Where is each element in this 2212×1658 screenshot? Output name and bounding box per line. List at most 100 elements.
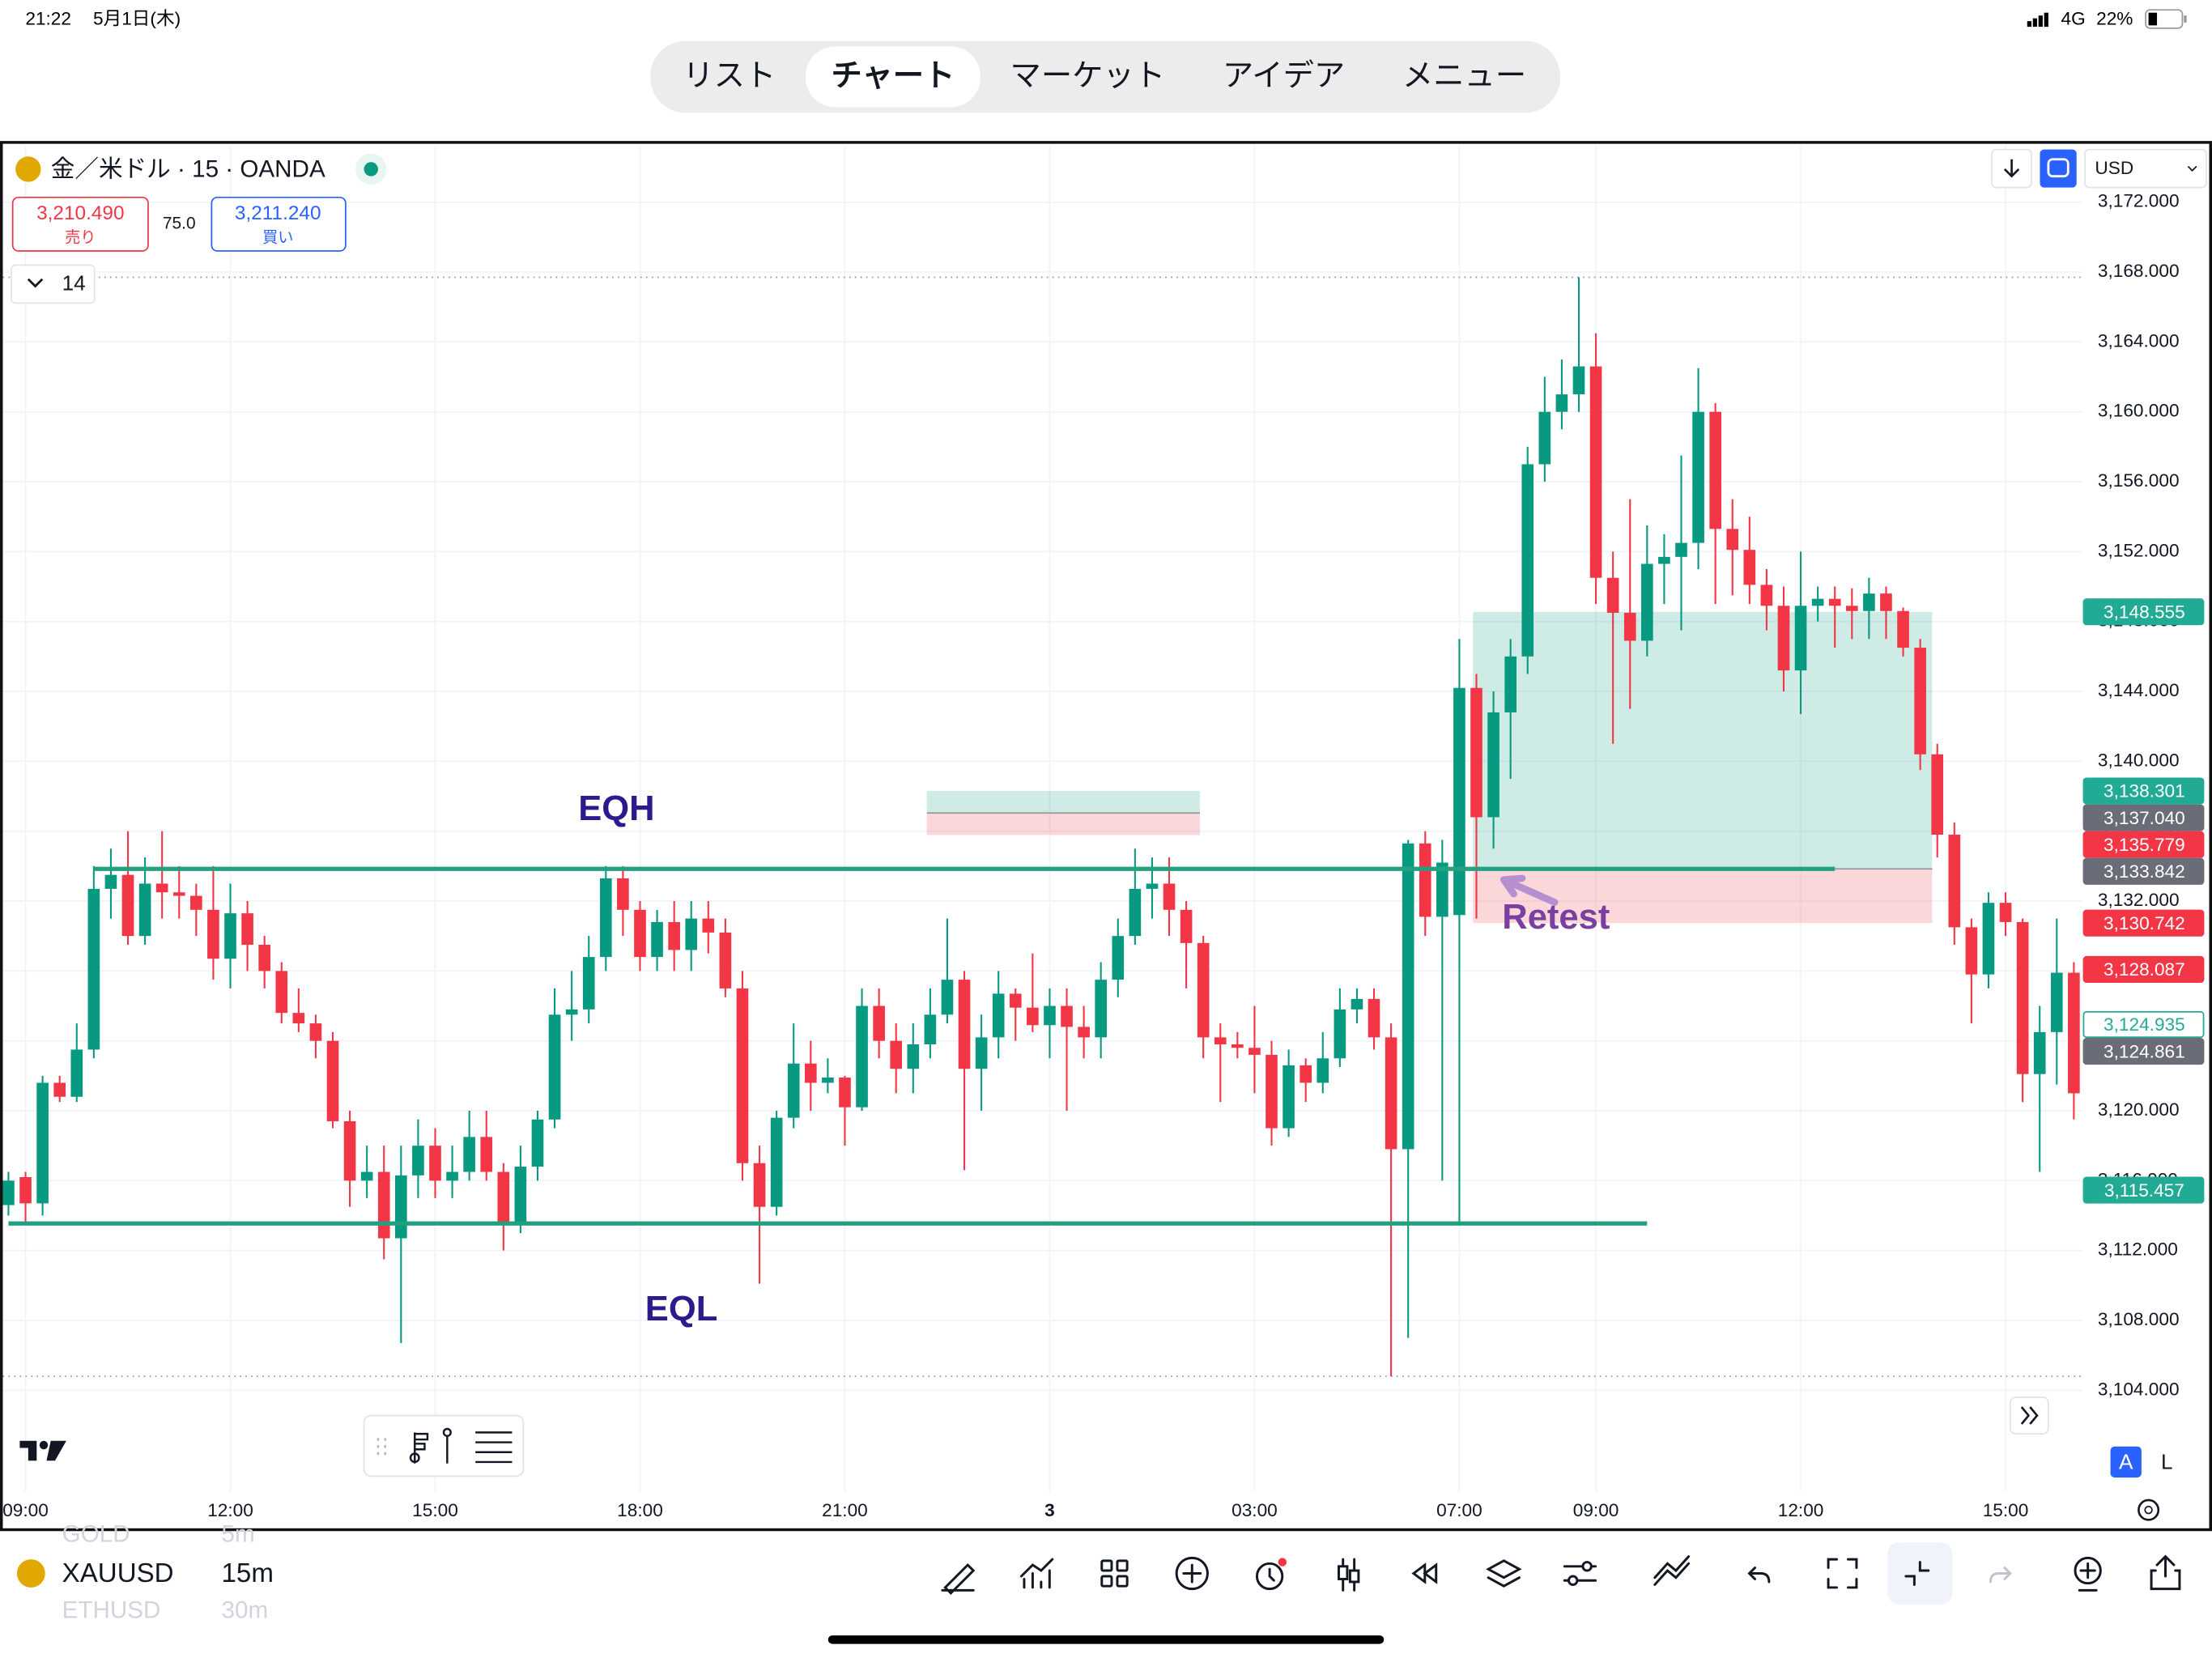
- candle-body: [19, 1177, 32, 1204]
- candle-body: [685, 918, 698, 950]
- price-badge: [2082, 909, 2205, 937]
- sync-button[interactable]: [2040, 149, 2077, 188]
- settings-icon[interactable]: [2138, 1499, 2160, 1521]
- candle-body: [1726, 529, 1739, 551]
- candle-body: [992, 993, 1005, 1038]
- currency-select[interactable]: [2084, 148, 2207, 189]
- candle-body: [1504, 656, 1516, 712]
- level-label: EQL: [645, 1290, 718, 1329]
- candle-body: [1266, 1054, 1278, 1129]
- symbol-icon: [15, 156, 41, 182]
- bottom-interval[interactable]: 15m: [222, 1558, 274, 1588]
- battery-icon: [2145, 9, 2187, 29]
- candle-body: [1009, 993, 1022, 1008]
- price-badge: [2082, 831, 2205, 858]
- tab[interactable]: リスト: [683, 58, 776, 93]
- candle-body: [941, 980, 954, 1015]
- candle-body: [1897, 610, 1909, 648]
- chart-frame: [0, 141, 2212, 1532]
- x-tick-label: 12:00: [207, 1500, 253, 1520]
- candle-body: [1623, 612, 1636, 641]
- candle-body: [804, 1063, 817, 1083]
- candle-body: [190, 895, 202, 910]
- status-date: 5月1日(木): [93, 8, 181, 28]
- candle-body: [1283, 1065, 1295, 1129]
- price-badge: [2082, 1038, 2205, 1065]
- symbol-title[interactable]: 金／米ドル · 15 · OANDA: [51, 156, 325, 183]
- candle-body: [548, 1014, 561, 1120]
- price-badge: [2082, 1010, 2205, 1039]
- candle-body: [890, 1040, 903, 1069]
- faded-interval: 30m: [222, 1596, 269, 1623]
- candle-body: [514, 1167, 527, 1225]
- sync-icon: [2047, 158, 2069, 178]
- candle-body: [207, 909, 219, 959]
- candle-body: [787, 1063, 800, 1118]
- candle-body: [719, 932, 732, 988]
- bottom-symbol[interactable]: XAUUSD: [62, 1558, 174, 1588]
- candle-body: [907, 1044, 920, 1069]
- candle-body: [87, 888, 100, 1050]
- sell-price: 3,210.490: [36, 202, 124, 224]
- sell-button[interactable]: [11, 196, 149, 252]
- bottom-toolbar[interactable]: [941, 1554, 2181, 1595]
- candle-body: [822, 1078, 834, 1083]
- x-tick-label: 07:00: [1436, 1500, 1482, 1520]
- candle-body: [1743, 550, 1756, 585]
- price-badge-label: 3,135.779: [2104, 835, 2185, 855]
- buy-label: 買い: [262, 229, 293, 246]
- candle-body: [565, 1009, 578, 1015]
- candle-body: [1845, 606, 1858, 611]
- candle-body: [395, 1175, 407, 1239]
- tab[interactable]: チャート: [831, 58, 955, 93]
- candle-body: [1931, 754, 1944, 835]
- active-tool-bg: [1887, 1542, 1953, 1605]
- y-tick-label: 3,156.000: [2098, 470, 2180, 491]
- indicator-count: 14: [62, 271, 86, 295]
- x-tick-label: 09:00: [1573, 1500, 1619, 1520]
- sell-label: 売り: [65, 228, 96, 246]
- candle-body: [2016, 921, 2029, 1074]
- candle-body: [70, 1049, 83, 1097]
- candle-body: [121, 874, 134, 937]
- candle-body: [1095, 980, 1108, 1038]
- tab[interactable]: アイデア: [1223, 58, 1345, 93]
- scale-button[interactable]: [2151, 1446, 2183, 1478]
- price-badge: [2082, 857, 2205, 885]
- indicators-toggle[interactable]: [11, 264, 96, 304]
- buy-button[interactable]: [211, 196, 347, 252]
- price-badge-label: 3,115.457: [2104, 1180, 2184, 1201]
- callout-arrow: [1499, 874, 1559, 906]
- candle-body: [1112, 936, 1125, 980]
- price-badge: [2082, 598, 2205, 626]
- candle-body: [1214, 1037, 1227, 1044]
- candle-body: [1982, 903, 1995, 975]
- y-tick-label: 3,132.000: [2098, 890, 2180, 910]
- candle-body: [1538, 411, 1551, 465]
- drawing-toolbar[interactable]: [363, 1414, 525, 1477]
- scale-button[interactable]: [2110, 1446, 2142, 1478]
- tab[interactable]: マーケット: [1010, 58, 1166, 93]
- candle-body: [497, 1171, 510, 1225]
- candle-body: [1402, 843, 1414, 1150]
- candle-body: [1709, 411, 1721, 529]
- candle-body: [309, 1023, 322, 1041]
- down-arrow-icon: [2003, 159, 2020, 178]
- candle-body: [1334, 1009, 1346, 1059]
- callout-label: Retest: [1502, 898, 1610, 937]
- candle-body: [651, 921, 663, 958]
- y-tick-label: 3,108.000: [2098, 1309, 2180, 1329]
- scale-button-label: A: [2119, 1450, 2133, 1474]
- candle-body: [582, 957, 595, 1010]
- candle-body: [873, 1005, 885, 1041]
- candle-body: [856, 1005, 868, 1107]
- y-tick-label: 3,168.000: [2098, 261, 2180, 281]
- loss-zone: [926, 813, 1200, 835]
- candle-body: [155, 883, 168, 893]
- tab[interactable]: メニュー: [1402, 58, 1526, 93]
- candle-body: [1692, 411, 1704, 543]
- chevron-icon: [27, 278, 44, 288]
- candle-body: [1880, 593, 1892, 611]
- y-tick-label: 3,140.000: [2098, 750, 2180, 770]
- y-tick-label: 3,144.000: [2098, 680, 2180, 700]
